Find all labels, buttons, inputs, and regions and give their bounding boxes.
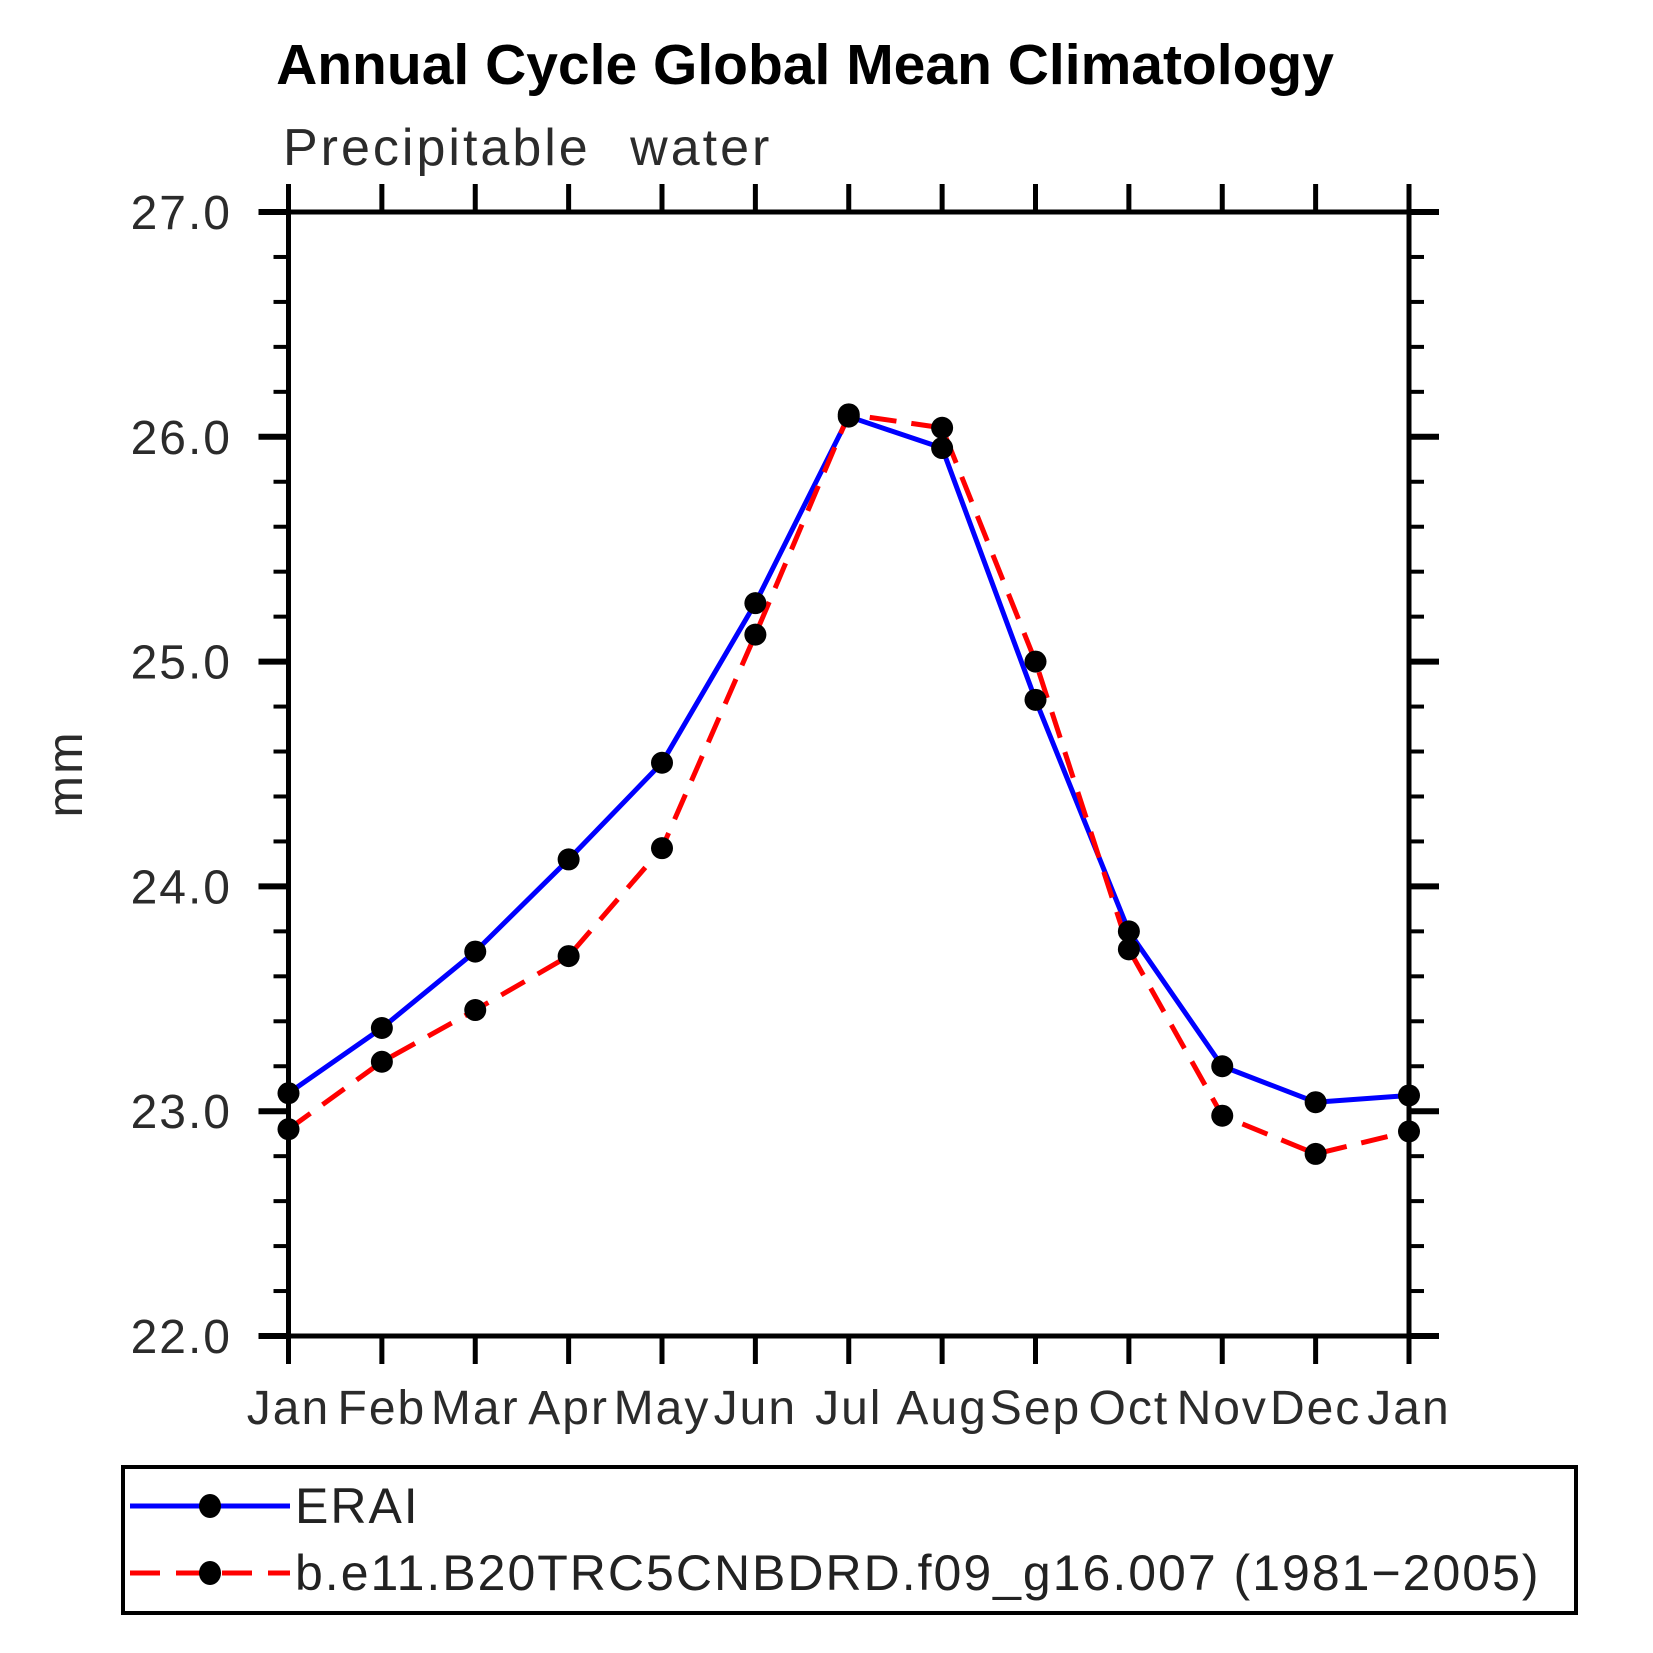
- data-point-marker: [1024, 650, 1047, 673]
- legend-marker-dot-icon: [199, 1494, 221, 1518]
- x-tick-label: Jan: [247, 1382, 330, 1435]
- data-point-marker: [1117, 938, 1140, 961]
- chart-subtitle: Precipitable water: [283, 119, 773, 177]
- data-point-marker: [1398, 1120, 1420, 1143]
- data-point-marker: [557, 945, 580, 968]
- data-point-marker: [837, 403, 860, 426]
- data-point-marker: [931, 416, 954, 439]
- x-tick-label: Oct: [1089, 1382, 1170, 1435]
- data-point-marker: [651, 751, 673, 774]
- legend-item-erai: ERAI: [127, 1478, 420, 1534]
- x-tick-label: Nov: [1177, 1382, 1268, 1435]
- legend-label-erai: ERAI: [295, 1478, 420, 1534]
- y-tick-label: 22.0: [131, 1311, 232, 1364]
- series-line-0: [287, 414, 1410, 1105]
- y-tick-label: 27.0: [131, 187, 232, 240]
- data-point-marker: [1024, 688, 1047, 711]
- data-point-marker: [277, 1118, 300, 1141]
- data-point-marker: [464, 999, 487, 1022]
- data-point-marker: [1211, 1055, 1234, 1078]
- x-tick-label: Apr: [528, 1382, 609, 1435]
- data-point-marker: [744, 592, 767, 615]
- legend-label-model: b.e11.B20TRC5CNBDRD.f09_g16.007 (1981−20…: [295, 1545, 1541, 1601]
- y-axis-label: mm: [37, 730, 93, 817]
- data-point-marker: [651, 837, 673, 860]
- data-point-marker: [931, 437, 954, 460]
- x-tick-label: Jan: [1367, 1382, 1450, 1435]
- x-tick-label: Feb: [338, 1382, 427, 1435]
- data-point-marker: [1304, 1142, 1327, 1165]
- y-tick-label: 23.0: [131, 1086, 232, 1139]
- x-tick-label: Jul: [815, 1382, 882, 1435]
- y-tick-label: 25.0: [131, 637, 232, 690]
- data-point-marker: [464, 940, 487, 963]
- x-tick-label: Aug: [896, 1382, 987, 1435]
- chart-title: Annual Cycle Global Mean Climatology: [276, 33, 1334, 97]
- x-tick-label: Mar: [431, 1382, 520, 1435]
- x-tick-label: Jun: [714, 1382, 797, 1435]
- legend-line-solid-icon: [130, 1494, 290, 1518]
- data-point-marker: [744, 623, 767, 646]
- plot-frame: [286, 209, 1412, 1339]
- data-point-marker: [557, 848, 580, 871]
- series-line-1: [287, 411, 1410, 1157]
- x-tick-label: May: [614, 1382, 711, 1435]
- data-point-marker: [1398, 1084, 1420, 1107]
- legend-line-dashed-icon: [130, 1561, 290, 1585]
- data-point-marker: [277, 1082, 300, 1105]
- data-point-marker: [1304, 1091, 1327, 1114]
- x-tick-label: Dec: [1270, 1382, 1361, 1435]
- y-tick-label: 24.0: [131, 861, 232, 914]
- legend: ERAI b.e11.B20TRC5CNBDRD.f09_g16.007 (19…: [121, 1465, 1578, 1615]
- data-point-marker: [370, 1017, 393, 1040]
- data-point-marker: [1211, 1104, 1234, 1127]
- y-tick-label: 26.0: [131, 412, 232, 465]
- x-tick-label: Sep: [990, 1382, 1081, 1435]
- data-point-marker: [370, 1050, 393, 1073]
- data-point-marker: [1117, 920, 1140, 943]
- legend-marker-dot-icon: [199, 1561, 221, 1585]
- legend-item-model: b.e11.B20TRC5CNBDRD.f09_g16.007 (1981−20…: [127, 1545, 1541, 1601]
